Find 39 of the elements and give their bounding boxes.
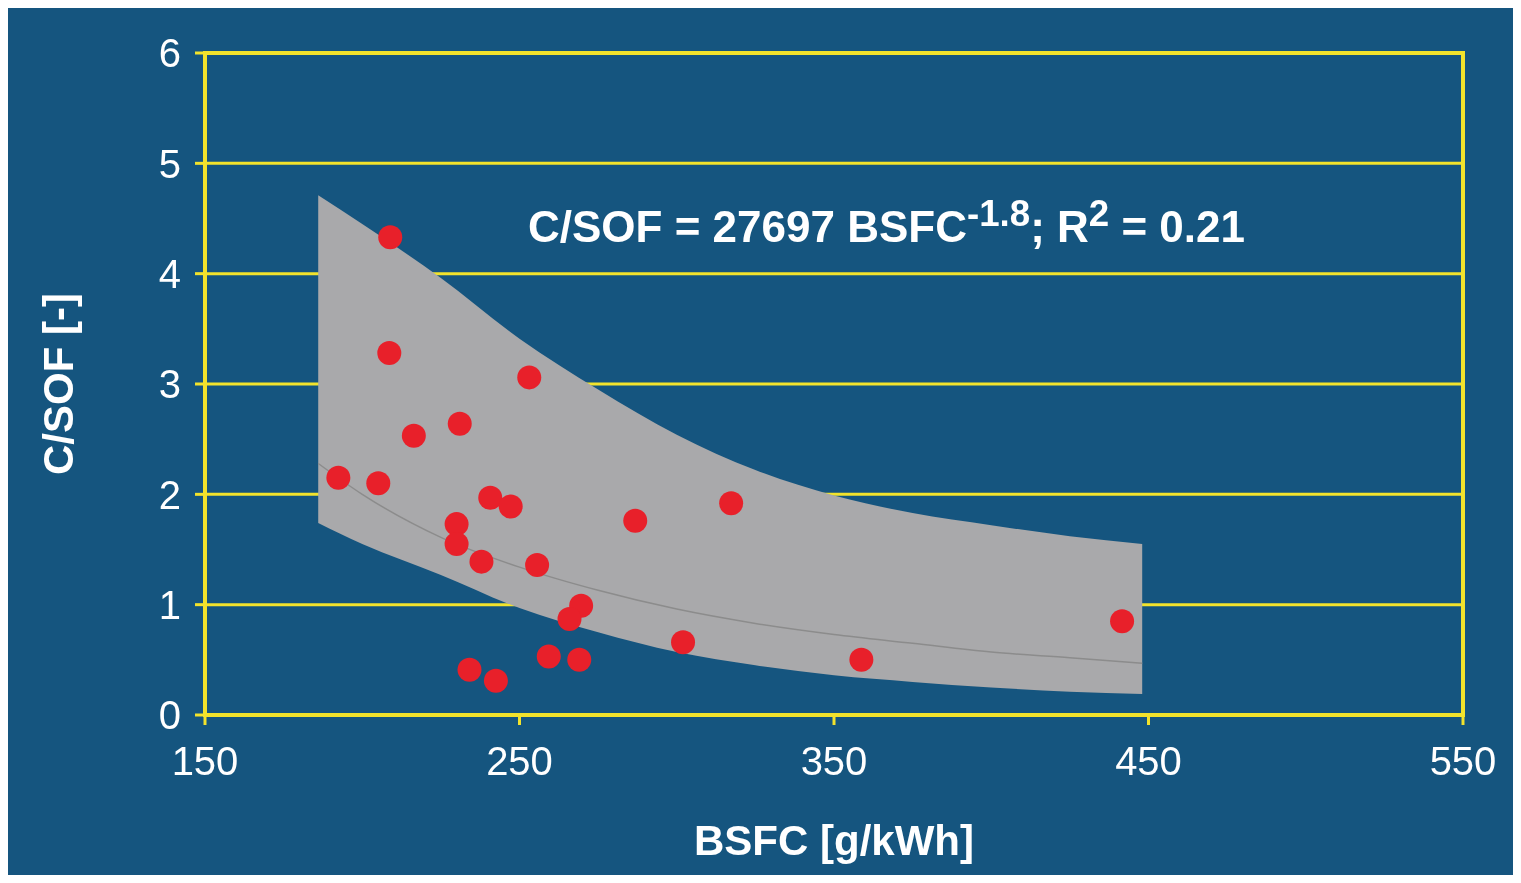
x-tick-label: 450 bbox=[1115, 739, 1182, 784]
y-tick-label: 6 bbox=[158, 31, 181, 76]
y-tick-label: 0 bbox=[158, 693, 181, 738]
x-tick-label: 350 bbox=[800, 739, 868, 784]
x-tick-label: 550 bbox=[1429, 739, 1497, 784]
point bbox=[447, 411, 472, 436]
point bbox=[366, 471, 391, 496]
point bbox=[557, 607, 582, 632]
y-tick-label: 5 bbox=[158, 141, 181, 186]
point bbox=[469, 549, 494, 574]
point bbox=[671, 630, 696, 655]
point bbox=[536, 644, 561, 669]
point bbox=[478, 485, 503, 510]
x-axis-title: BSFC [g/kWh] bbox=[694, 817, 974, 864]
y-tick-label: 4 bbox=[158, 251, 181, 296]
point bbox=[326, 465, 351, 490]
point bbox=[457, 657, 482, 682]
point bbox=[401, 423, 426, 448]
y-tick-label: 3 bbox=[158, 362, 181, 407]
y-tick-label: 1 bbox=[158, 582, 181, 627]
line-series bbox=[317, 462, 1143, 664]
point bbox=[719, 491, 744, 516]
y-axis-title: C/SOF [-] bbox=[34, 293, 82, 475]
point bbox=[525, 552, 550, 577]
point bbox=[444, 512, 469, 537]
point bbox=[623, 508, 648, 533]
x-tick-label: 150 bbox=[171, 739, 239, 784]
y-tick-label: 2 bbox=[158, 472, 181, 517]
point bbox=[444, 531, 469, 556]
point bbox=[483, 668, 508, 693]
point bbox=[517, 365, 542, 390]
point bbox=[498, 494, 523, 519]
point bbox=[567, 647, 592, 672]
point bbox=[849, 647, 874, 672]
point bbox=[1110, 609, 1135, 634]
point bbox=[377, 341, 402, 366]
x-tick-label: 250 bbox=[486, 739, 553, 784]
point bbox=[378, 225, 403, 250]
annotation: C/SOF = 27697 BSFC$^{-1.8}$; R$^{2}$ = 0.21 bbox=[528, 193, 1245, 252]
